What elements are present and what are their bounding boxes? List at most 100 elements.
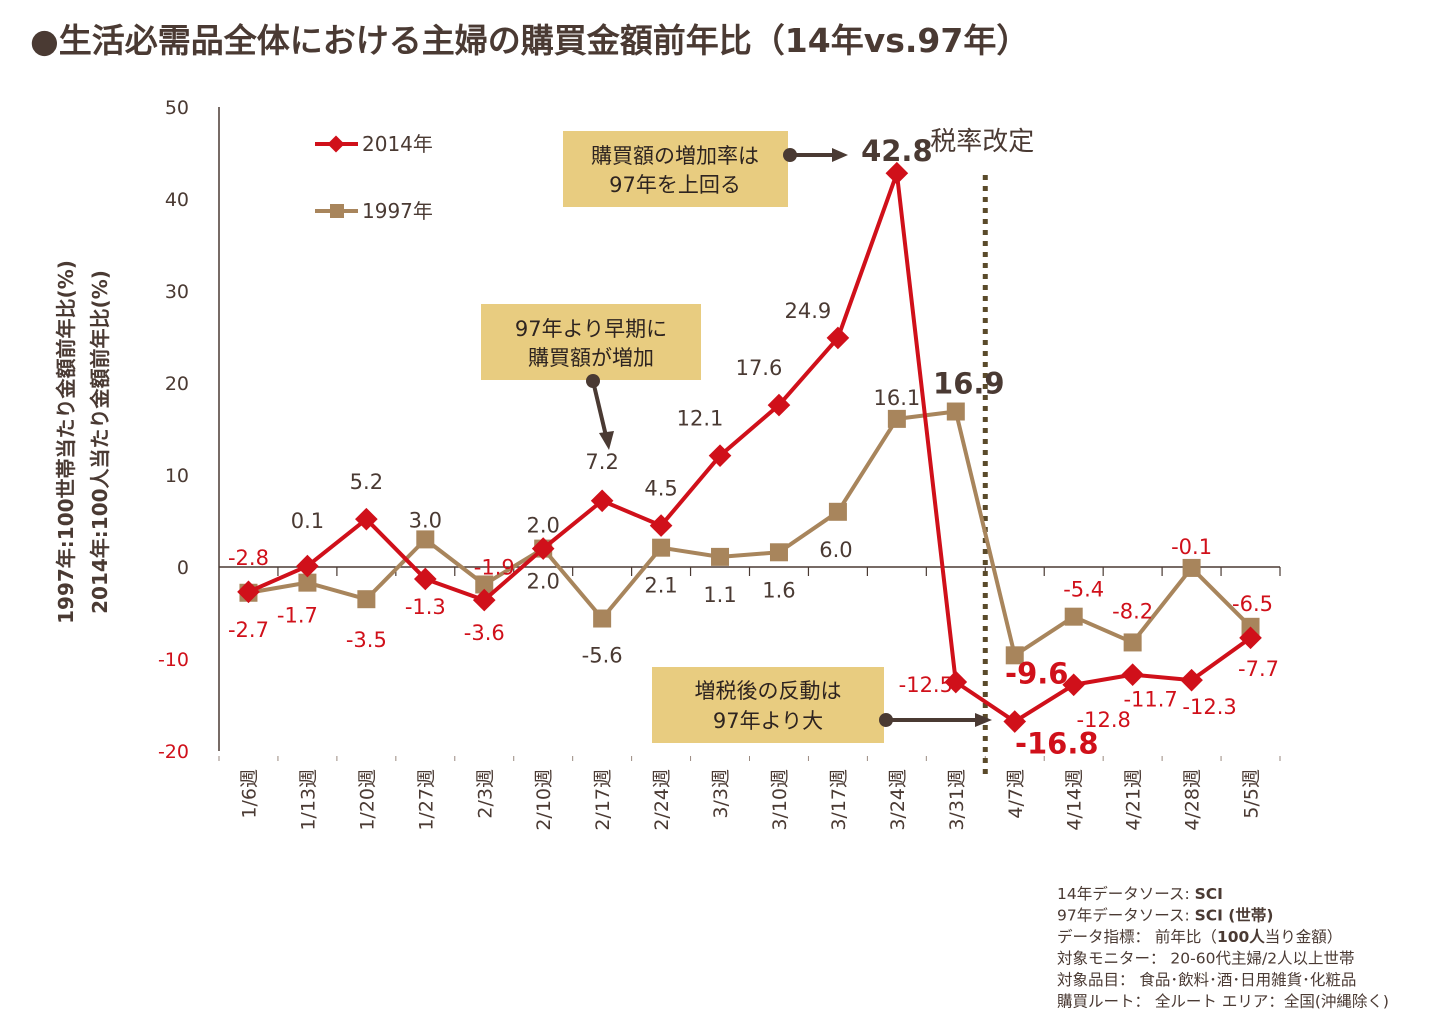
data-point-1997 bbox=[1064, 607, 1083, 626]
legend-item-1997[interactable]: 1997年 bbox=[315, 199, 433, 223]
x-tick-label: 3/17週 bbox=[828, 769, 850, 831]
legend-label-2014: 2014年 bbox=[362, 132, 433, 156]
x-tick-label: 3/31週 bbox=[946, 769, 968, 831]
data-label-1997: -6.5 bbox=[1232, 592, 1273, 616]
data-point-2014 bbox=[1239, 626, 1262, 650]
callout-line: 97年より早期に bbox=[515, 317, 667, 341]
data-point-2014 bbox=[413, 567, 437, 591]
data-label-1997: 2.1 bbox=[644, 574, 677, 598]
data-point-2014 bbox=[590, 489, 614, 513]
callout-box bbox=[481, 304, 701, 380]
square-marker-icon bbox=[330, 204, 344, 218]
y-axis-label-2014: 2014年:100人当たり金額前年比(%) bbox=[88, 270, 112, 614]
data-point-2014 bbox=[1180, 668, 1203, 692]
data-point-2014 bbox=[708, 444, 732, 467]
data-label-2014: 24.9 bbox=[785, 299, 832, 323]
data-label-1997: 3.0 bbox=[409, 508, 442, 532]
data-label-2014: 7.2 bbox=[585, 450, 618, 474]
data-label-2014: 4.5 bbox=[644, 477, 677, 501]
callout-box bbox=[652, 667, 884, 743]
y-tick-label: 30 bbox=[165, 281, 189, 303]
y-axis-label: 1997年:100世帯当たり金額前年比(%) 2014年:100人当たり金額前年… bbox=[54, 260, 112, 624]
data-point-2014 bbox=[1062, 673, 1086, 697]
data-label-2014: 12.1 bbox=[677, 407, 724, 431]
x-tick-label: 2/10週 bbox=[533, 769, 555, 831]
callout-earlier-increase: 97年より早期に 購買額が増加 bbox=[481, 304, 701, 450]
data-point-1997 bbox=[298, 573, 317, 592]
arrow-head-icon bbox=[599, 431, 614, 450]
data-point-2014 bbox=[1003, 710, 1027, 733]
x-tick-label: 3/3週 bbox=[710, 769, 732, 819]
data-label-2014: -12.3 bbox=[1182, 695, 1236, 719]
x-tick-label: 4/7週 bbox=[1005, 769, 1027, 819]
data-label-2014: -3.6 bbox=[464, 621, 505, 645]
data-label-1997: -1.9 bbox=[474, 555, 515, 579]
data-point-2014 bbox=[944, 670, 968, 694]
data-point-2014 bbox=[649, 514, 673, 537]
data-label-1997: -0.1 bbox=[1171, 535, 1212, 559]
y-tick-label: 20 bbox=[165, 373, 189, 395]
note-line: 14年データソース: SCI bbox=[1057, 884, 1223, 903]
x-tick-label: 1/13週 bbox=[297, 769, 319, 831]
data-label-2014: 2.0 bbox=[526, 514, 559, 538]
data-label-1997: 1.6 bbox=[762, 578, 795, 602]
x-tick-label: 4/28週 bbox=[1182, 769, 1204, 831]
data-label-2014: -11.7 bbox=[1123, 688, 1177, 712]
arrow-head-icon bbox=[975, 713, 992, 727]
data-label-1997: 16.9 bbox=[933, 367, 1005, 401]
data-point-1997 bbox=[769, 543, 788, 562]
data-label-2014: 42.8 bbox=[861, 134, 933, 168]
data-label-2014: -16.8 bbox=[1015, 727, 1099, 761]
data-point-1997 bbox=[475, 575, 494, 594]
y-axis-label-1997: 1997年:100世帯当たり金額前年比(%) bbox=[54, 260, 78, 624]
data-label-1997: 16.1 bbox=[873, 386, 920, 410]
x-tick-label: 1/6週 bbox=[238, 769, 260, 819]
y-tick-label: 40 bbox=[165, 189, 189, 211]
arrow-line bbox=[591, 380, 608, 437]
data-label-2014: 5.2 bbox=[350, 470, 383, 494]
arrow-head-icon bbox=[832, 148, 848, 162]
y-tick-label: -20 bbox=[158, 741, 189, 763]
y-tick-label: 50 bbox=[165, 97, 189, 119]
series-line-2014 bbox=[247, 171, 1252, 724]
x-tick-label: 4/21週 bbox=[1123, 769, 1145, 831]
data-point-1997 bbox=[416, 530, 435, 549]
note-line: データ指標： 前年比（100人当り金額） bbox=[1057, 927, 1342, 946]
data-point-2014 bbox=[826, 326, 850, 350]
data-point-1997 bbox=[946, 402, 965, 421]
legend-item-2014[interactable]: 2014年 bbox=[315, 132, 433, 156]
data-label-2014: -12.5 bbox=[899, 673, 953, 697]
data-label-2014: -12.8 bbox=[1077, 708, 1131, 732]
diamond-marker-icon bbox=[327, 135, 345, 153]
data-point-2014 bbox=[767, 393, 791, 417]
series-line-1997 bbox=[248, 409, 1252, 658]
note-line: 97年データソース: SCI (世帯) bbox=[1057, 906, 1273, 925]
y-tick-label: -10 bbox=[158, 649, 189, 671]
data-label-1997: -1.7 bbox=[277, 604, 318, 628]
data-point-2014 bbox=[1121, 663, 1144, 686]
data-label-1997: -9.6 bbox=[1005, 656, 1068, 690]
data-labels: -2.7 0.1 5.2 -1.3 -3.6 2.0 7.2 4.5 12.1 17.6 24.9 4… bbox=[228, 134, 1279, 760]
data-label-1997: -3.5 bbox=[346, 628, 387, 652]
callout-line: 97年より大 bbox=[713, 709, 823, 733]
x-tick-label: 2/17週 bbox=[592, 769, 614, 831]
callout-line: 購買額の増加率は bbox=[591, 144, 759, 168]
data-label-1997: -5.4 bbox=[1063, 578, 1104, 602]
chart-title: ●生活必需品全体における主婦の購買金額前年比（14年vs.97年） bbox=[30, 21, 1029, 60]
data-point-1997 bbox=[652, 538, 671, 557]
data-point-2014 bbox=[472, 588, 496, 612]
data-label-1997: 2.0 bbox=[526, 570, 559, 594]
data-point-2014 bbox=[296, 554, 319, 578]
data-label-1997: 6.0 bbox=[819, 538, 852, 562]
callout-rebound-larger: 増税後の反動は 97年より大 bbox=[652, 667, 992, 743]
x-tick-label: 4/14週 bbox=[1064, 769, 1086, 831]
x-ticks: 1/6週 1/13週 1/20週 1/27週 2/3週 2/10週 2/17週 2/24週 3/… bbox=[238, 769, 1262, 831]
y-tick-label: 10 bbox=[165, 465, 189, 487]
data-point-1997 bbox=[593, 609, 612, 628]
x-tick-label: 3/24週 bbox=[887, 769, 909, 831]
data-point-1997 bbox=[1182, 558, 1201, 577]
callout-line: 97年を上回る bbox=[609, 173, 741, 197]
note-line: 購買ルート： 全ルート エリア：全国(沖縄除く) bbox=[1057, 993, 1389, 1011]
x-tick-label: 2/24週 bbox=[651, 769, 673, 831]
